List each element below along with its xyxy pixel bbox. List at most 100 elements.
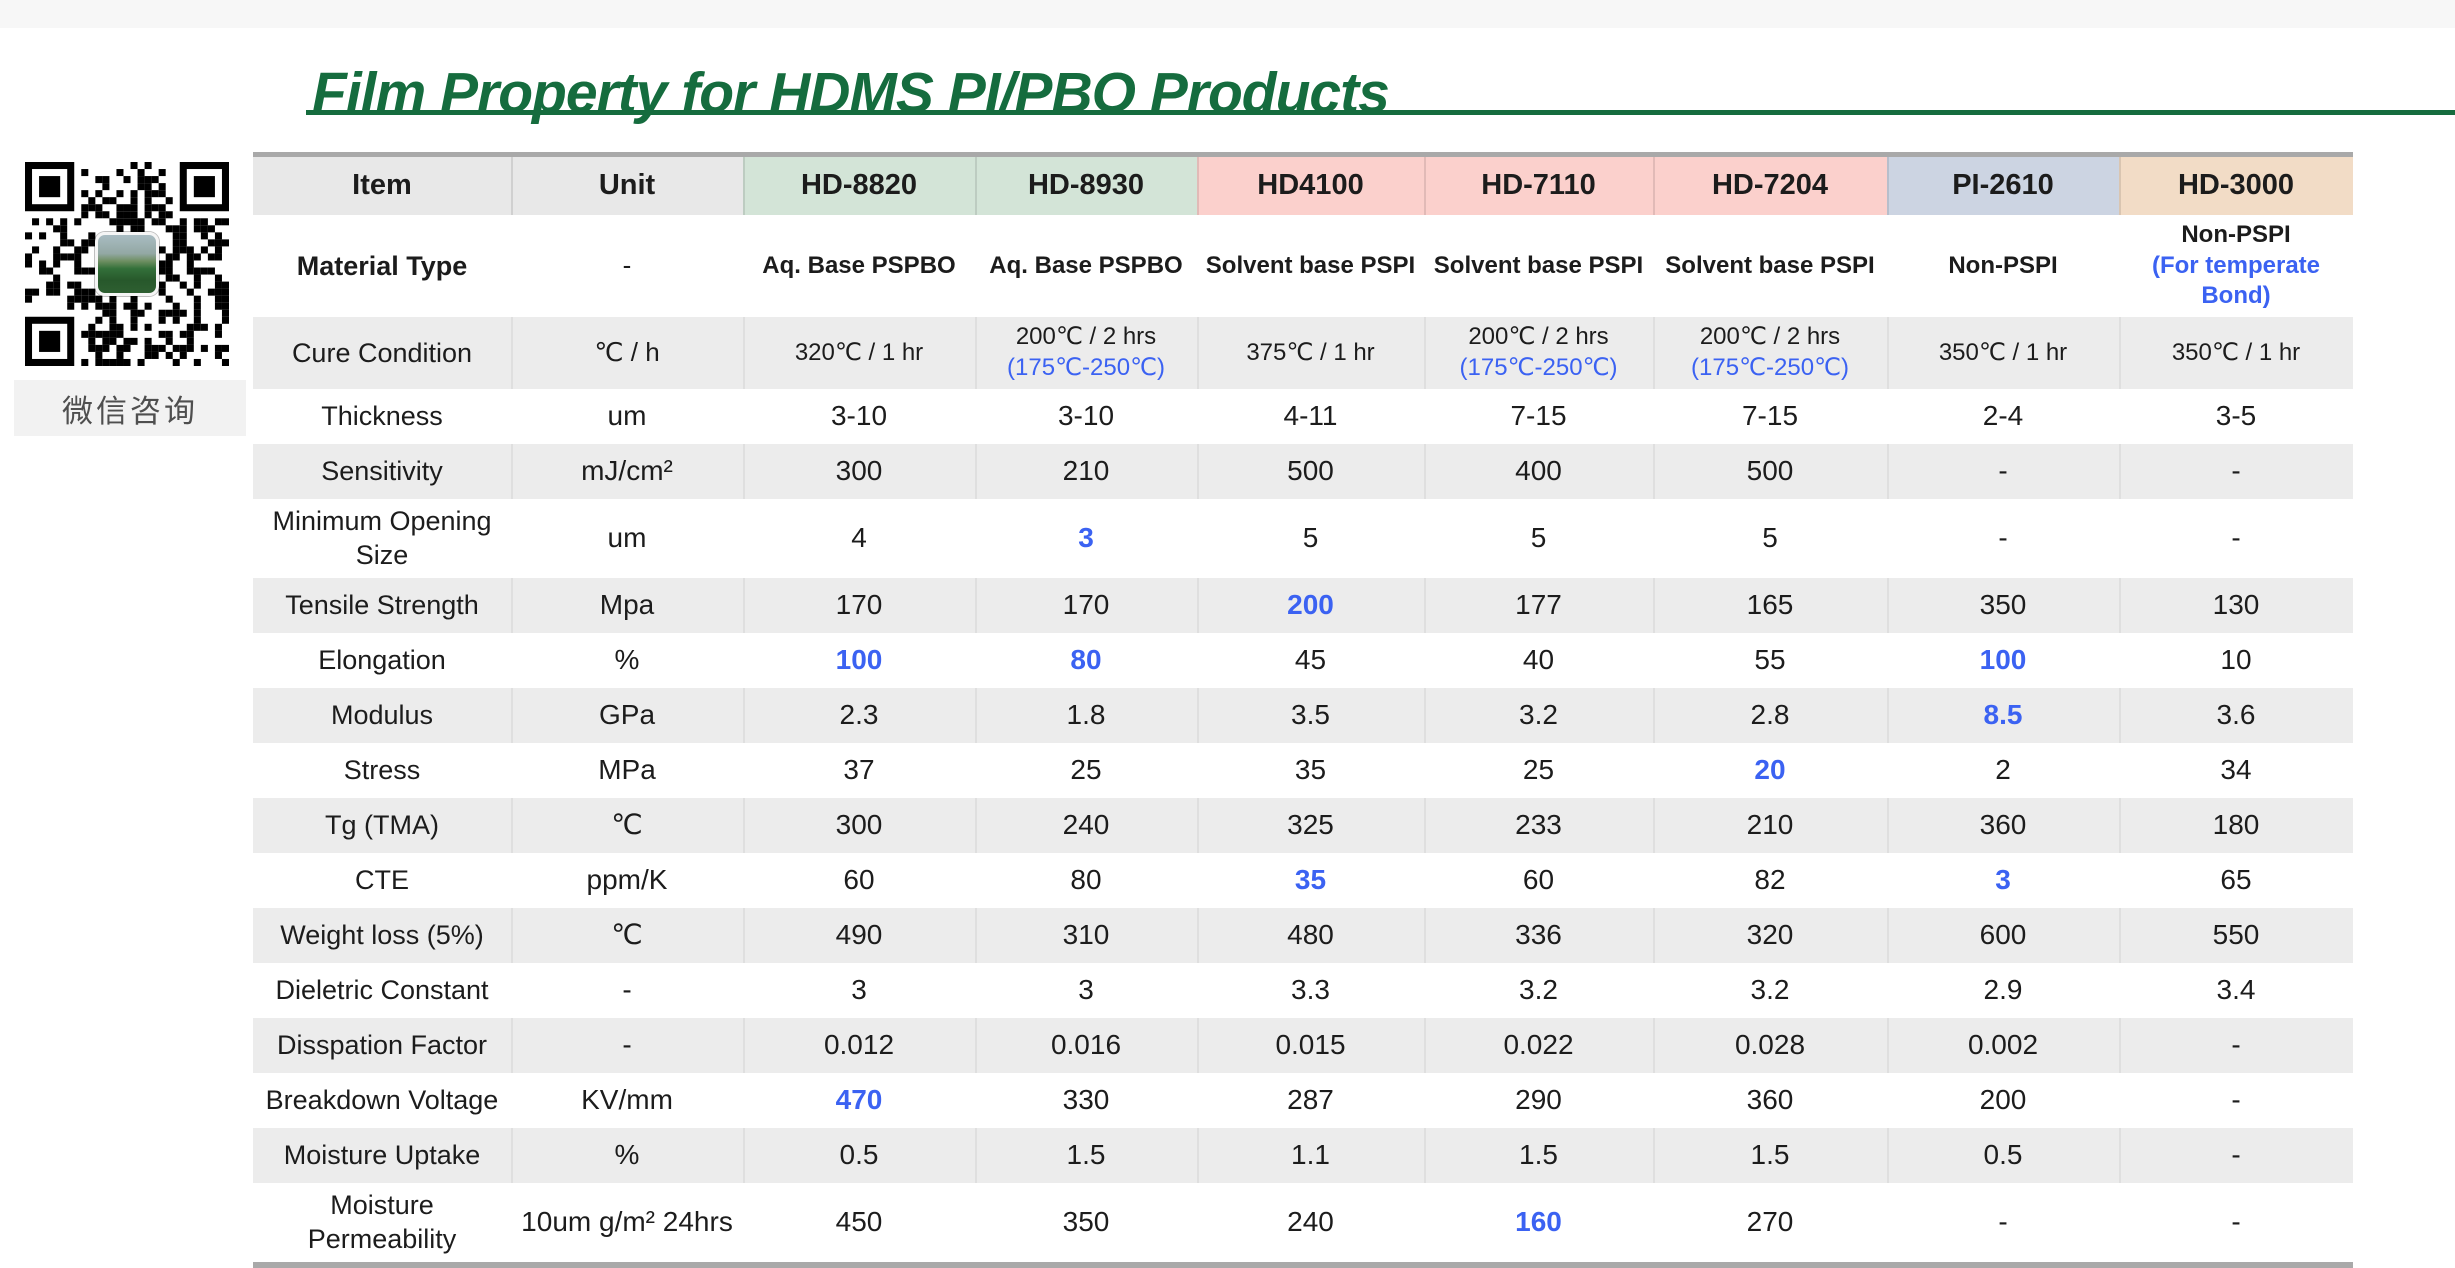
cell-text: Non-PSPI — [1948, 251, 2058, 279]
value-pi2610: 100 — [1887, 633, 2119, 688]
page-title: Film Property for HDMS PI/PBO Products — [312, 61, 1390, 126]
row-unit: um — [511, 499, 743, 578]
cell-text: 170 — [1062, 589, 1110, 621]
value-hd7204: 320 — [1653, 907, 1887, 963]
cell-text: 3 — [851, 974, 867, 1006]
cell-text: Solvent base PSPI — [1433, 251, 1644, 279]
qr-code-pattern — [25, 162, 229, 366]
cell-text: mJ/cm² — [581, 455, 673, 487]
cell-text: 360 — [1746, 1084, 1794, 1116]
value-pi2610: - — [1887, 1183, 2119, 1262]
cell-text: (175℃-250℃) — [1459, 353, 1618, 381]
value-hd4100: 200 — [1197, 577, 1424, 633]
row-label: Dieletric Constant — [253, 963, 511, 1018]
table-row: CTE ppm/K 60 80 35 60 82 3 65 — [253, 853, 2353, 908]
value-pi2610: 2-4 — [1887, 389, 2119, 444]
qr-center-photo — [95, 232, 159, 296]
cell-text: HD-8930 — [1027, 169, 1145, 202]
column-header-pi2610: PI-2610 — [1887, 157, 2119, 215]
value-hd4100: 375℃ / 1 hr — [1197, 317, 1424, 389]
cell-text: - — [622, 250, 632, 281]
cell-text: - — [2231, 1029, 2241, 1061]
value-hd7110: 1.5 — [1424, 1127, 1653, 1183]
cell-text: 325 — [1287, 809, 1334, 841]
value-hd8930: 3 — [975, 963, 1197, 1018]
cell-text: Cure Condition — [291, 337, 473, 368]
cell-text: 100 — [835, 644, 883, 676]
cell-text: CTE — [355, 864, 409, 895]
row-unit: um — [511, 389, 743, 444]
value-hd3000: 34 — [2119, 743, 2353, 798]
cell-text: 45 — [1294, 644, 1327, 676]
cell-text: 500 — [1746, 455, 1794, 487]
column-header-hd4100: HD4100 — [1197, 157, 1424, 215]
table-row: Minimum Opening Size um 4 3 5 5 5 - - — [253, 499, 2353, 578]
cell-text: 80 — [1070, 644, 1102, 676]
value-pi2610: 3 — [1887, 853, 2119, 908]
value-hd4100: 480 — [1197, 907, 1424, 963]
cell-text: 210 — [1746, 809, 1794, 841]
cell-text: - — [2231, 455, 2241, 487]
cell-text: 550 — [2212, 919, 2260, 951]
value-hd4100: 287 — [1197, 1073, 1424, 1128]
column-header-hd7110: HD-7110 — [1424, 157, 1653, 215]
value-hd7110: 336 — [1424, 907, 1653, 963]
cell-text: HD-8820 — [800, 169, 918, 202]
value-hd7204: 2.8 — [1653, 687, 1887, 743]
value-hd7110: 40 — [1424, 633, 1653, 688]
row-label: Minimum Opening Size — [253, 499, 511, 578]
cell-text: 4-11 — [1283, 400, 1338, 432]
value-hd8820: 0.5 — [743, 1127, 975, 1183]
value-hd4100: 0.015 — [1197, 1017, 1424, 1073]
value-hd7204: 270 — [1653, 1183, 1887, 1262]
cell-text: 35 — [1294, 864, 1327, 896]
cell-text: 20 — [1754, 754, 1786, 786]
value-hd8820: 4 — [743, 499, 975, 578]
cell-text: Aq. Base PSPBO — [989, 251, 1183, 279]
cell-text: 450 — [835, 1206, 883, 1238]
value-hd7110: 200℃ / 2 hrs (175℃-250℃) — [1424, 317, 1653, 389]
value-hd7204: 7-15 — [1653, 389, 1887, 444]
value-pi2610: Non-PSPI — [1887, 215, 2119, 317]
value-pi2610: 360 — [1887, 797, 2119, 853]
value-hd3000: 3-5 — [2119, 389, 2353, 444]
cell-text: Solvent base PSPI — [1205, 251, 1416, 279]
cell-text: 100 — [1979, 644, 2027, 676]
cell-text: 233 — [1515, 809, 1562, 841]
cell-text: Material Type — [296, 250, 468, 281]
cell-text: - — [2231, 1206, 2241, 1238]
cell-text: Disspation Factor — [276, 1029, 488, 1060]
cell-text: um — [607, 400, 647, 432]
value-hd7204: 55 — [1653, 633, 1887, 688]
cell-text: 3-10 — [830, 400, 888, 432]
table-row: Sensitivity mJ/cm² 300 210 500 400 500 - - — [253, 443, 2353, 499]
cell-text: HD-3000 — [2177, 169, 2295, 202]
cell-text: 3.2 — [1519, 974, 1558, 1006]
cell-text: 5 — [1302, 522, 1319, 554]
value-hd3000: 10 — [2119, 633, 2353, 688]
value-hd3000: 350℃ / 1 hr — [2119, 317, 2353, 389]
cell-text: - — [2231, 1139, 2241, 1171]
cell-text: 240 — [1062, 809, 1110, 841]
value-hd8820: 3-10 — [743, 389, 975, 444]
value-hd8930: 200℃ / 2 hrs (175℃-250℃) — [975, 317, 1197, 389]
value-hd8820: 450 — [743, 1183, 975, 1262]
value-hd8930: 170 — [975, 577, 1197, 633]
cell-text: - — [622, 1029, 632, 1061]
value-hd7204: 210 — [1653, 797, 1887, 853]
value-hd7110: 25 — [1424, 743, 1653, 798]
cell-text: 320 — [1746, 919, 1794, 951]
value-hd8820: 170 — [743, 577, 975, 633]
cell-text: 3 — [1078, 974, 1094, 1006]
value-pi2610: 350 — [1887, 577, 2119, 633]
value-hd3000: - — [2119, 1183, 2353, 1262]
cell-text: 10 — [2220, 644, 2252, 676]
value-hd8930: Aq. Base PSPBO — [975, 215, 1197, 317]
table-row: Material Type - Aq. Base PSPBO Aq. Base PSP… — [253, 215, 2353, 317]
row-label: Sensitivity — [253, 443, 511, 499]
value-hd8820: 320℃ / 1 hr — [743, 317, 975, 389]
cell-text: 10um g/m² 24hrs — [521, 1206, 733, 1238]
value-hd7110: 400 — [1424, 443, 1653, 499]
value-hd7204: 360 — [1653, 1073, 1887, 1128]
value-hd8930: 80 — [975, 853, 1197, 908]
